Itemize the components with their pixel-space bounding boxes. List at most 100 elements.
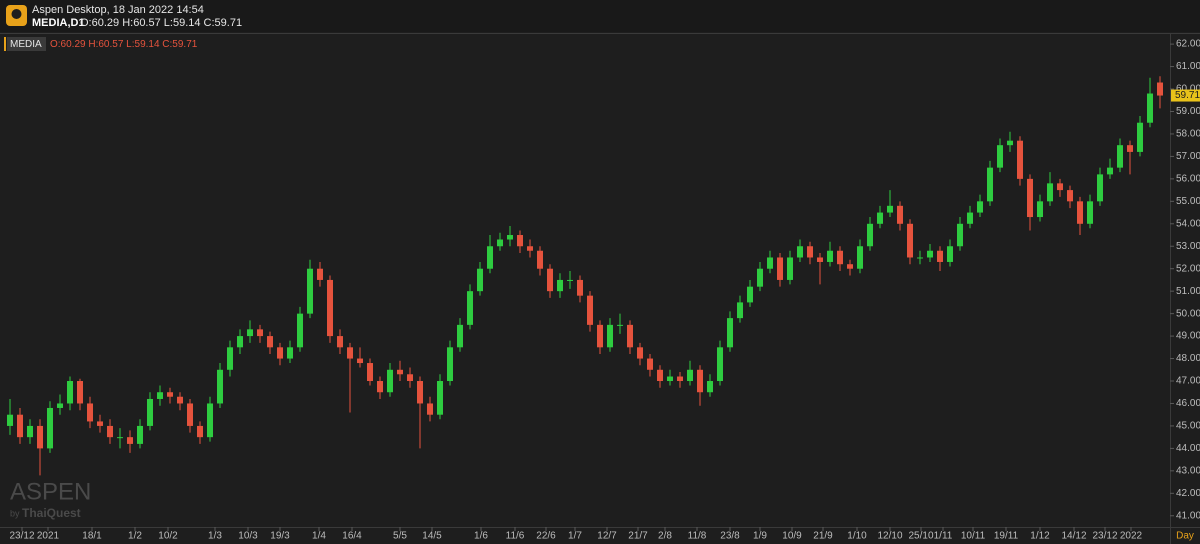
y-tick-label: 54.00	[1176, 218, 1200, 229]
x-tick-label: 1/4	[312, 531, 326, 542]
candle-body	[867, 223, 873, 247]
x-tick-label: 16/4	[342, 531, 362, 542]
y-tick-label: 62.00	[1176, 39, 1200, 50]
candle-body	[137, 425, 143, 444]
x-tick-label: 14/12	[1061, 531, 1086, 542]
candle-body	[607, 324, 613, 348]
legend-box	[7, 37, 46, 51]
candle-body	[97, 421, 103, 426]
candle-body	[447, 347, 453, 382]
candle-body	[597, 324, 603, 348]
candle-body	[1147, 93, 1153, 123]
candle-body	[7, 414, 13, 426]
candle-body	[817, 257, 823, 262]
candle-body	[897, 205, 903, 224]
x-tick-label: 19/3	[270, 531, 290, 542]
ohlc-header: O:60.29 H:60.57 L:59.14 C:59.71	[80, 17, 242, 29]
app-title: Aspen Desktop, 18 Jan 2022 14:54	[32, 4, 204, 16]
candle-body	[1087, 201, 1093, 224]
candle-body	[847, 264, 853, 269]
x-tick-label: 22/6	[536, 531, 556, 542]
x-tick-label: 1/3	[208, 531, 222, 542]
x-tick-label: 23/8	[720, 531, 740, 542]
x-axis-label: Day	[1176, 531, 1194, 542]
candle-body	[617, 324, 623, 326]
x-tick-label: 2022	[1120, 531, 1143, 542]
x-tick-label: 1/12	[1030, 531, 1050, 542]
candle-body	[67, 381, 73, 404]
x-tick-label: 19/11	[994, 531, 1019, 542]
candle-body	[307, 268, 313, 314]
candle-body	[527, 246, 533, 251]
candle-body	[537, 250, 543, 269]
candle-body	[1017, 140, 1023, 179]
candle-body	[507, 235, 513, 240]
x-tick-label: 23/12	[1092, 531, 1117, 542]
candle-body	[1067, 190, 1073, 202]
candle-body	[647, 358, 653, 370]
app-icon-mark	[11, 9, 22, 19]
candle-body	[697, 369, 703, 393]
candle-body	[957, 223, 963, 247]
candle-body	[997, 145, 1003, 168]
x-tick-label: 1/9	[753, 531, 767, 542]
x-tick-label: 2021	[37, 531, 60, 542]
candle-body	[687, 369, 693, 382]
candle-body	[477, 268, 483, 292]
candle-body	[937, 250, 943, 262]
candle-body	[637, 347, 643, 359]
candle-body	[547, 268, 553, 292]
candle-body	[247, 329, 253, 337]
x-tick-label: 10/2	[158, 531, 178, 542]
y-tick-label: 44.00	[1176, 443, 1200, 454]
candle-body	[727, 318, 733, 348]
candle-body	[327, 279, 333, 337]
candle-body	[337, 336, 343, 348]
y-tick-label: 41.00	[1176, 510, 1200, 521]
candle-body	[1027, 178, 1033, 218]
y-tick-label: 58.00	[1176, 129, 1200, 140]
candle-body	[967, 212, 973, 224]
candle-body	[117, 437, 123, 439]
candle-body	[827, 250, 833, 262]
candle-body	[1137, 122, 1143, 152]
candle-body	[237, 336, 243, 348]
x-tick-label: 10/3	[238, 531, 258, 542]
x-tick-label: 5/5	[393, 531, 407, 542]
x-tick-label: 25/10	[908, 531, 933, 542]
candle-body	[1057, 183, 1063, 191]
candle-body	[87, 403, 93, 422]
x-tick-label: 2/8	[658, 531, 672, 542]
x-tick-label: 18/1	[82, 531, 102, 542]
y-tick-label: 48.00	[1176, 353, 1200, 364]
candle-body	[147, 398, 153, 426]
y-tick-label: 46.00	[1176, 398, 1200, 409]
candle-body	[757, 268, 763, 287]
candle-body	[387, 369, 393, 393]
candle-body	[707, 381, 713, 393]
candle-body	[107, 425, 113, 438]
y-tick-label: 47.00	[1176, 376, 1200, 387]
candle-body	[1127, 145, 1133, 152]
candle-body	[77, 381, 83, 404]
y-tick-label: 45.00	[1176, 421, 1200, 432]
candle-body	[857, 246, 863, 269]
candle-body	[657, 369, 663, 382]
candle-body	[17, 414, 23, 438]
candle-body	[557, 279, 563, 292]
candle-body	[407, 374, 413, 382]
x-tick-label: 1/11	[934, 531, 953, 542]
candle-body	[677, 376, 683, 382]
x-tick-label: 11/8	[688, 531, 707, 542]
candle-body	[907, 223, 913, 258]
candle-body	[717, 347, 723, 382]
candle-body	[667, 376, 673, 382]
y-tick-label: 42.00	[1176, 488, 1200, 499]
candle-body	[37, 425, 43, 449]
candle-body	[627, 324, 633, 348]
y-tick-label: 61.00	[1176, 61, 1200, 72]
candle-body	[287, 347, 293, 359]
watermark-brand: ASPEN	[10, 478, 91, 505]
